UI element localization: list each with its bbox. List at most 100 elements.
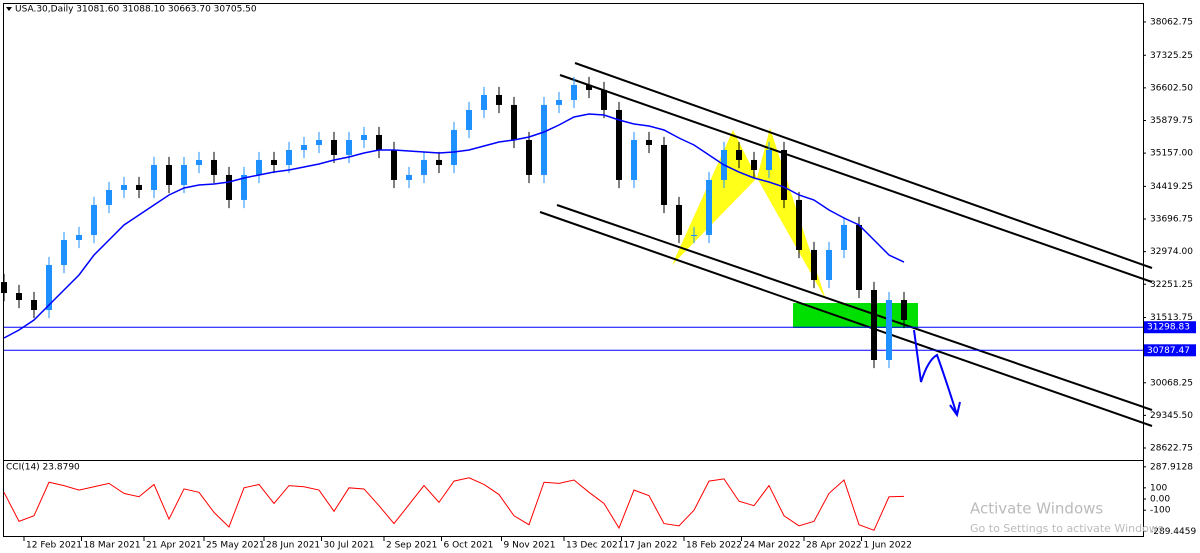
x-tick-label: 18 Mar 2021 [84,541,141,551]
candle-body [256,159,262,175]
candle-body [661,144,667,205]
x-tick-label: 17 Jan 2022 [624,541,678,551]
candle-body [796,199,802,250]
y-tick-label: 287.9128 [1150,462,1193,472]
pattern-leg [757,128,826,300]
y-tick-label: 32974.00 [1150,247,1193,257]
watermark-subtitle: Go to Settings to activate Windows. [970,522,1167,535]
candle-body [136,184,142,190]
level-label-box [1144,321,1196,334]
candle-body [16,293,22,301]
candle-body [211,159,217,175]
candle-body [61,239,67,265]
candle-body [226,174,232,200]
watermark-title: Activate Windows [970,500,1103,518]
candle-body [181,164,187,185]
x-tick-label: 12 Feb 2021 [26,541,82,551]
x-tick-label: 6 Oct 2021 [444,541,494,551]
y-tick-label: 37325.25 [1150,51,1193,61]
y-tick-label: 31513.75 [1150,313,1193,323]
y-tick-label: 36602.50 [1150,83,1193,93]
y-tick-label: 35157.00 [1150,149,1193,159]
y-tick-label: 34419.25 [1150,182,1193,192]
candle-body [106,189,112,205]
candle-body [196,159,202,165]
menu-arrow[interactable] [6,7,12,11]
candle-body [166,164,172,185]
candle-body [541,104,547,175]
y-tick-label: -289.4459 [1150,527,1196,537]
x-tick-label: 21 Apr 2021 [146,541,202,551]
y-tick-label: 33696.75 [1150,215,1193,225]
x-tick-label: 30 Jul 2021 [324,541,375,551]
candle-body [496,94,502,105]
candle-body [331,139,337,155]
candle-body [1,282,7,294]
x-tick-label: 28 Apr 2022 [806,541,862,551]
projection-arrow [913,329,961,418]
candle-body [751,159,757,170]
candle-body [826,249,832,280]
x-tick-label: 24 Mar 2022 [744,541,801,551]
candle-body [616,109,622,180]
x-tick-label: 9 Nov 2021 [504,541,556,551]
candle-body [346,139,352,155]
candle-body [886,300,892,360]
candle-body [871,289,877,360]
candle-body [811,249,817,280]
x-tick-label: 25 May 2021 [206,541,265,551]
candle-body [241,174,247,200]
candle-body [481,94,487,110]
candle-body [376,134,382,150]
channel-line [574,62,1153,269]
channel-line [539,211,1153,427]
y-tick-label: 29345.50 [1150,411,1193,421]
candle-body [766,149,772,170]
candle-body [676,204,682,235]
plot-area: 12 Feb 2021 18 Mar 2021 21 Apr 2021 25 May … [1,17,1196,551]
candle-body [316,139,322,145]
x-tick-label: 18 Feb 2022 [686,541,742,551]
candle-body [586,84,592,90]
candle-body [151,164,157,190]
candle-body [361,134,367,140]
candle-body [841,224,847,250]
y-tick-label: 100 [1150,483,1167,493]
x-tick-label: 28 Jun 2021 [266,541,320,551]
level-label: 31298.83 [1147,323,1190,333]
candle-body [511,104,517,140]
candle-body [46,264,52,310]
channel-line [559,74,1153,283]
x-tick-label: 2 Sep 2021 [386,541,437,551]
candle-body [736,149,742,160]
y-tick-label: 30068.25 [1150,378,1193,388]
candle-body [631,139,637,180]
candle-body [121,184,127,190]
candle-body [271,159,277,165]
plot-frame [3,3,1144,537]
indicator-title: CCI(14) 23.8790 [6,463,80,473]
candle-body [601,89,607,110]
channel [539,62,1153,427]
candle-body [691,234,697,236]
y-tick-label: 38062.75 [1150,17,1193,27]
candle-body [436,159,442,165]
y-tick-label: 0.00 [1150,495,1170,505]
y-tick-label: 28622.75 [1150,444,1193,454]
moving-average [3,113,905,339]
candle-body [301,144,307,150]
candle-body [646,139,652,145]
indicator-line [3,477,905,531]
level-label: 30787.47 [1147,346,1190,356]
y-tick-label: 35879.75 [1150,116,1193,126]
candle-body [526,139,532,175]
y-tick-label: 32251.25 [1150,280,1193,290]
candle-body [391,149,397,180]
candle-body [421,159,427,175]
candle-body [706,179,712,235]
candle-body [91,204,97,235]
x-tick-label: 1 Jun 2022 [864,541,912,551]
